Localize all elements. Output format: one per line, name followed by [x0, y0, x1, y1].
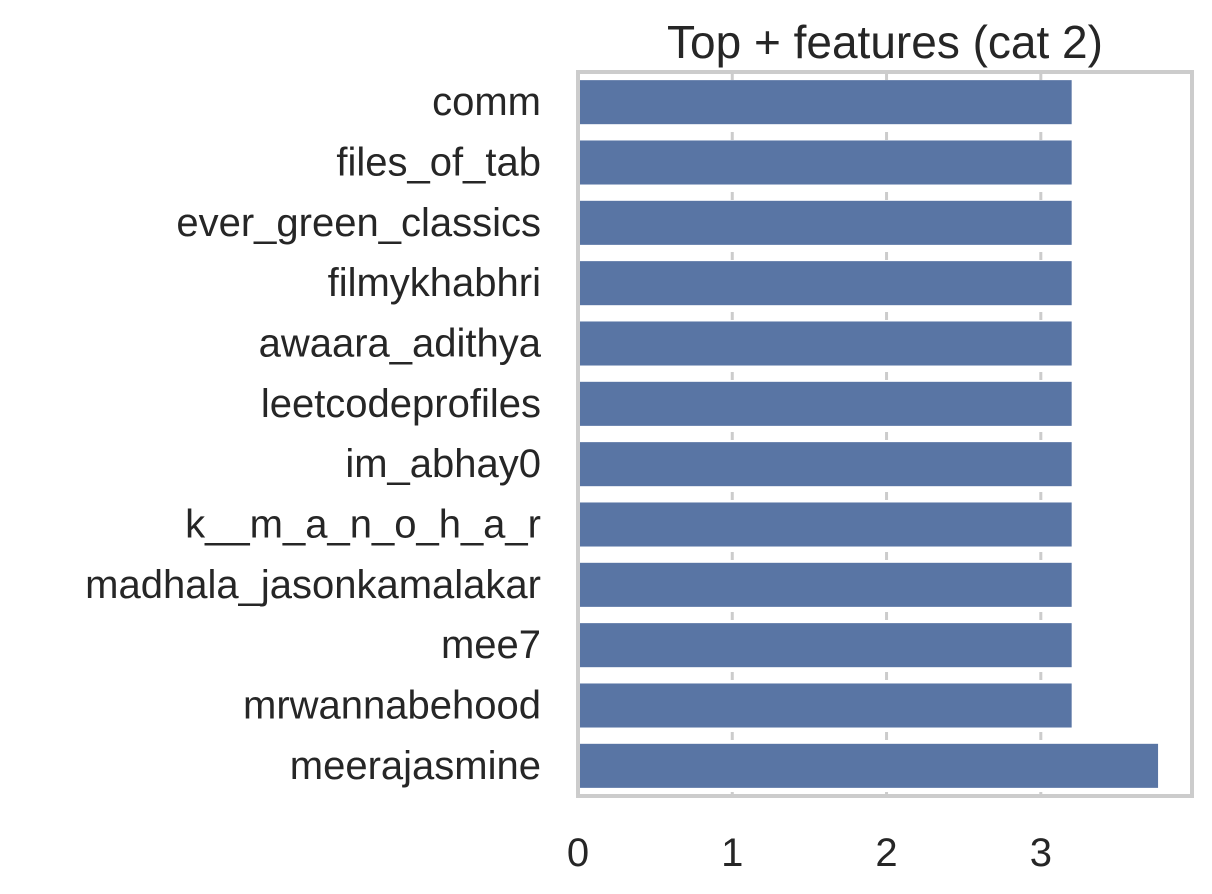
x-tick-labels: 0 1 2 3	[567, 831, 1052, 875]
x-tick-label: 1	[721, 831, 743, 875]
bar	[578, 80, 1072, 125]
gridlines	[730, 72, 1043, 796]
bar	[578, 200, 1072, 245]
bar	[578, 261, 1072, 306]
y-tick-label: k__m_a_n_o_h_a_r	[185, 503, 541, 547]
bar	[578, 562, 1072, 607]
x-tick-label: 0	[567, 831, 589, 875]
bar	[578, 743, 1159, 788]
chart-title: Top + features (cat 2)	[667, 16, 1103, 68]
bar	[578, 683, 1072, 728]
y-tick-labels: comm files_of_tab ever_green_classicsfilmy…	[85, 80, 542, 788]
y-tick-label: comm	[432, 80, 541, 124]
y-tick-label: leetcodeprofiles	[261, 382, 541, 426]
plot-frame	[576, 70, 1194, 798]
bar	[578, 502, 1072, 547]
bar	[578, 381, 1072, 426]
x-tick-label: 3	[1030, 831, 1052, 875]
y-tick-label: awaara_adithya	[259, 322, 542, 366]
y-tick-label: meerajasmine	[290, 744, 541, 788]
y-tick-label: ever_green_classics	[176, 201, 541, 245]
y-tick-label: mrwannabehood	[243, 684, 541, 728]
bar	[578, 623, 1072, 668]
bar	[578, 140, 1072, 185]
bar	[578, 442, 1072, 487]
y-tick-label: files_of_tab	[336, 141, 541, 185]
y-tick-label: im_abhay0	[345, 442, 541, 486]
x-tick-label: 2	[875, 831, 897, 875]
y-tick-label: filmykhabhri	[328, 261, 541, 305]
y-tick-label: madhala_jasonkamalakar	[85, 563, 541, 607]
y-tick-label: mee7	[441, 623, 541, 667]
bar	[578, 321, 1072, 366]
bars	[578, 80, 1159, 788]
